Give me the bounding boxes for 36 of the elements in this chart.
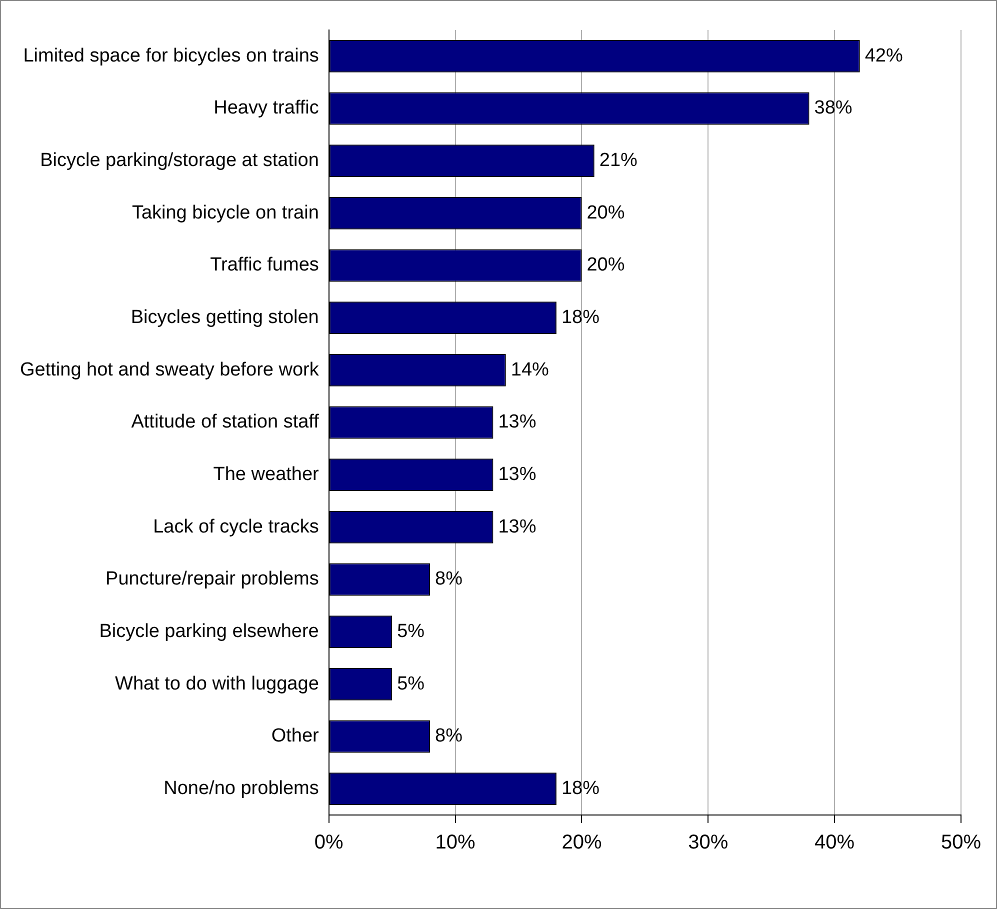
y-tick-label: Other [271,726,320,747]
y-tick-label: Attitude of station staff [131,412,320,433]
y-tick-label: None/no problems [164,778,319,800]
data-label: 20% [586,202,625,224]
data-label: 42% [864,45,903,66]
y-tick-label: Heavy traffic [214,98,319,119]
y-tick-label: Lack of cycle tracks [153,516,319,538]
data-label: 13% [498,412,536,433]
x-tick-label: 30% [688,832,728,854]
x-tick-label: 40% [814,832,855,854]
data-label: 20% [586,254,625,276]
y-tick-label: Traffic fumes [210,254,319,276]
y-tick-label: What to do with luggage [115,673,319,694]
data-label: 18% [561,778,600,800]
y-tick-label: Getting hot and sweaty before work [20,359,320,380]
y-tick-label: Puncture/repair problems [106,568,319,590]
data-label: 14% [510,359,550,380]
x-tick-label: 20% [562,832,602,854]
y-tick-label: Bicycles getting stolen [130,307,319,328]
y-tick-label: Taking bicycle on train [132,202,319,224]
data-label: 8% [435,726,463,747]
data-label: 13% [498,464,536,486]
data-label: 5% [397,621,425,642]
y-tick-label: The weather [213,464,320,486]
x-tick-label: 0% [314,832,344,854]
data-label: 21% [599,150,638,172]
x-tick-label: 10% [435,832,476,854]
y-tick-label: Bicycle parking elsewhere [99,621,319,642]
x-tick-label: 50% [940,832,982,854]
data-label: 38% [814,98,852,119]
y-tick-label: Bicycle parking/storage at station [40,150,319,172]
data-label: 5% [397,673,425,694]
data-label: 18% [561,307,600,328]
data-label: 8% [435,568,463,590]
y-tick-label: Limited space for bicycles on trains [23,45,319,66]
data-label: 13% [498,516,536,538]
